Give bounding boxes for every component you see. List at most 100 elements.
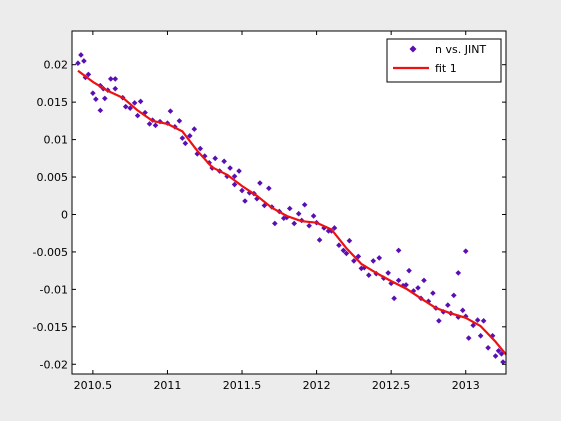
data-point (90, 90, 96, 96)
data-point (176, 118, 183, 124)
data-point (187, 133, 193, 139)
legend-marker-diamond-icon (409, 45, 417, 53)
data-point (227, 165, 233, 171)
data-point (459, 307, 466, 314)
data-point (266, 185, 272, 192)
data-point (239, 187, 245, 194)
y-tick-label: 0.02 (44, 59, 69, 72)
data-point (182, 140, 189, 147)
data-point (97, 107, 104, 114)
data-point (107, 76, 114, 82)
data-point (395, 247, 402, 254)
data-point (485, 344, 491, 351)
x-tick-label: 2012 (303, 379, 331, 392)
data-point (370, 258, 377, 264)
data-point (388, 280, 394, 287)
data-point (272, 220, 278, 227)
data-point (445, 302, 451, 308)
data-point (280, 215, 287, 222)
data-point (316, 237, 323, 243)
data-point (421, 277, 427, 284)
data-point (137, 98, 144, 105)
data-point (134, 112, 141, 119)
legend: n vs. JINT fit 1 (386, 38, 502, 83)
legend-label-scatter: n vs. JINT (435, 43, 486, 56)
data-point (257, 180, 263, 186)
data-point (415, 285, 421, 291)
y-tick-label: -0.005 (33, 246, 68, 259)
data-point (400, 282, 406, 289)
fit-line (77, 69, 507, 356)
series-layer (75, 52, 507, 365)
data-point (75, 60, 81, 67)
data-point (336, 242, 342, 248)
data-point (406, 267, 412, 274)
x-tick-label: 2012.5 (372, 379, 411, 392)
data-point (346, 237, 353, 244)
legend-label-fit: fit 1 (435, 62, 457, 75)
data-point (242, 198, 248, 204)
data-point (385, 270, 391, 276)
legend-box (386, 38, 502, 83)
x-tick-label: 2011 (153, 379, 181, 392)
ticks-layer: 2010.5 2011 2011.5 2012 2012.5 2013 0.02 0.015 0… (33, 31, 506, 392)
data-point (331, 225, 338, 231)
data-point (500, 359, 506, 365)
data-point (301, 201, 308, 208)
data-point (179, 135, 186, 141)
y-tick-label: -0.015 (33, 321, 68, 334)
data-point (465, 335, 472, 341)
data-point (376, 255, 383, 261)
data-point (152, 122, 159, 129)
data-point (498, 350, 505, 357)
data-point (191, 126, 198, 132)
data-point (410, 288, 417, 294)
data-point (85, 71, 92, 78)
data-point (455, 270, 462, 276)
data-point (451, 292, 457, 299)
data-point (391, 295, 397, 302)
data-point (310, 213, 317, 219)
y-tick-label: 0.015 (37, 96, 69, 109)
data-point (462, 248, 469, 254)
x-tick-label: 2013 (452, 379, 480, 392)
data-point (340, 247, 347, 254)
data-point (112, 85, 119, 92)
data-point (489, 333, 496, 339)
y-tick-label: -0.01 (40, 283, 68, 296)
data-point (131, 100, 138, 106)
data-point (81, 58, 87, 64)
data-point (395, 277, 402, 284)
data-point (127, 105, 133, 111)
data-point (361, 264, 368, 271)
data-point (93, 96, 99, 102)
data-point (221, 158, 227, 165)
axes-box (71, 30, 507, 375)
y-tick-label: 0 (61, 208, 68, 221)
x-tick-label: 2011.5 (223, 379, 262, 392)
data-point (430, 290, 436, 296)
data-point (78, 52, 84, 58)
data-point (343, 250, 350, 257)
data-point (197, 145, 204, 152)
data-point (351, 258, 357, 264)
data-point (325, 228, 332, 234)
axes-background (72, 31, 506, 374)
data-point (212, 155, 218, 162)
y-tick-label: 0.005 (37, 171, 69, 184)
data-point (112, 76, 119, 82)
data-point (286, 205, 293, 212)
plot-area: 2010.5 2011 2011.5 2012 2012.5 2013 0.02 0.015 0… (33, 30, 507, 392)
data-point (365, 272, 372, 278)
data-point (480, 318, 487, 324)
y-tick-label: 0.01 (44, 134, 69, 147)
data-point (474, 317, 481, 323)
data-point (477, 333, 484, 339)
data-point (102, 95, 108, 102)
data-point (122, 103, 129, 110)
data-point (495, 347, 502, 354)
data-point (231, 173, 238, 180)
data-point (295, 210, 302, 217)
data-point (231, 181, 238, 188)
